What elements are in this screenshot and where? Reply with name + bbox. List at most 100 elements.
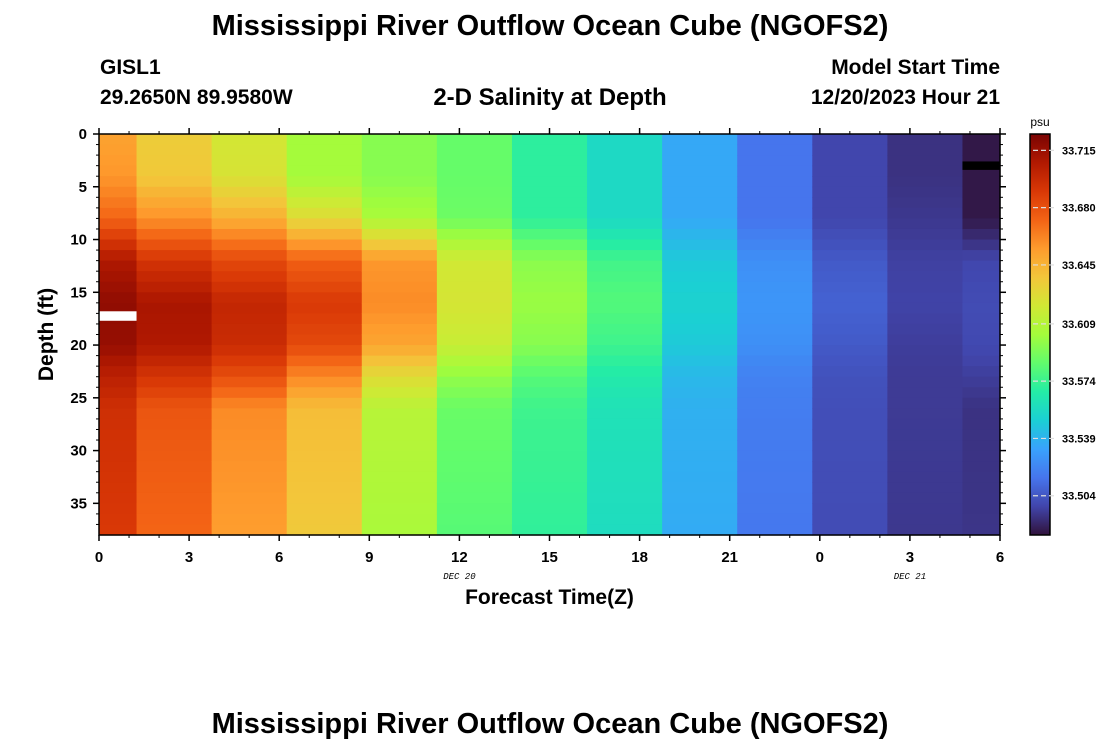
heatmap-cell bbox=[812, 492, 888, 504]
heatmap-cell bbox=[962, 207, 1001, 220]
heatmap-cell bbox=[737, 334, 813, 346]
heatmap-cell bbox=[211, 471, 288, 483]
heatmap-cell bbox=[737, 397, 813, 409]
heatmap-cell bbox=[136, 440, 213, 452]
x-tick-label: 15 bbox=[541, 549, 558, 566]
y-tick-label: 0 bbox=[79, 126, 87, 143]
heatmap-cell bbox=[887, 218, 964, 230]
heatmap-cell bbox=[737, 387, 813, 399]
heatmap-cell bbox=[436, 260, 513, 272]
heatmap-cell bbox=[887, 366, 964, 378]
heatmap-cell bbox=[286, 450, 363, 462]
heatmap-cell bbox=[99, 176, 138, 188]
heatmap-cell bbox=[737, 524, 813, 536]
heatmap-cell bbox=[962, 482, 1001, 494]
heatmap-cell bbox=[99, 144, 138, 156]
heatmap-cell bbox=[136, 524, 213, 536]
heatmap-cell bbox=[286, 134, 363, 146]
chart-subtitle: 2-D Salinity at Depth bbox=[433, 84, 667, 111]
heatmap-cell bbox=[286, 260, 363, 272]
heatmap-cell bbox=[211, 524, 288, 536]
heatmap-cell bbox=[361, 134, 438, 146]
heatmap-cell bbox=[511, 239, 588, 251]
heatmap-cell bbox=[511, 408, 588, 420]
heatmap-cell bbox=[286, 228, 363, 241]
heatmap-cell bbox=[887, 387, 964, 399]
heatmap-cell bbox=[662, 302, 738, 314]
heatmap-cell bbox=[887, 134, 964, 146]
heatmap-cell bbox=[962, 144, 1001, 156]
heatmap-cell bbox=[99, 271, 138, 283]
heatmap-cell bbox=[812, 207, 888, 220]
heatmap-cell bbox=[436, 313, 513, 325]
heatmap-cell bbox=[587, 503, 663, 515]
heatmap-cell bbox=[136, 503, 213, 515]
heatmap-cell bbox=[587, 239, 663, 251]
heatmap-cell bbox=[136, 228, 213, 241]
heatmap-cell bbox=[211, 323, 288, 336]
heatmap-cell bbox=[136, 429, 213, 441]
heatmap-cell bbox=[737, 513, 813, 526]
heatmap-cell bbox=[812, 366, 888, 378]
heatmap-cell bbox=[136, 376, 213, 388]
heatmap-cell bbox=[962, 334, 1001, 346]
heatmap-cell bbox=[887, 144, 964, 156]
heatmap-cell bbox=[99, 418, 138, 431]
colorbar-tick-label: 33.645 bbox=[1062, 260, 1096, 272]
heatmap-cell bbox=[812, 408, 888, 420]
heatmap-cell bbox=[99, 134, 138, 146]
heatmap-cell bbox=[962, 397, 1001, 409]
heatmap-cell bbox=[662, 271, 738, 283]
heatmap-cell bbox=[436, 281, 513, 293]
heatmap-cell bbox=[662, 482, 738, 494]
heatmap-cell bbox=[812, 345, 888, 357]
heatmap-cell bbox=[962, 345, 1001, 357]
heatmap-cell bbox=[887, 397, 964, 409]
heatmap-cell bbox=[211, 503, 288, 515]
heatmap-cell bbox=[587, 461, 663, 473]
heatmap-cell bbox=[737, 450, 813, 462]
heatmap-cell bbox=[737, 292, 813, 304]
heatmap-cell bbox=[286, 429, 363, 441]
heatmap-cell bbox=[887, 440, 964, 452]
heatmap-cell bbox=[436, 302, 513, 314]
heatmap-cell bbox=[962, 176, 1001, 188]
colorbar-tick-label: 33.609 bbox=[1062, 319, 1096, 331]
heatmap-cell bbox=[962, 239, 1001, 251]
heatmap-cell bbox=[662, 134, 738, 146]
heatmap-cell bbox=[211, 408, 288, 420]
heatmap-cell bbox=[962, 450, 1001, 462]
heatmap-cell bbox=[436, 440, 513, 452]
heatmap-cell bbox=[436, 492, 513, 504]
heatmap-cell bbox=[587, 345, 663, 357]
heatmap-cell bbox=[361, 197, 438, 209]
y-tick-label: 35 bbox=[70, 495, 87, 512]
heatmap-cell bbox=[361, 355, 438, 367]
heatmap-cell bbox=[887, 345, 964, 357]
heatmap-cell bbox=[887, 376, 964, 388]
model-start-label: Model Start Time bbox=[831, 56, 1000, 79]
heatmap-cell bbox=[887, 482, 964, 494]
heatmap-cell bbox=[286, 165, 363, 177]
heatmap-cell bbox=[737, 250, 813, 262]
heatmap-cell bbox=[812, 260, 888, 272]
y-axis-title: Depth (ft) bbox=[35, 288, 58, 381]
heatmap-cell bbox=[662, 492, 738, 504]
heatmap-cell bbox=[511, 376, 588, 388]
heatmap-cell bbox=[99, 482, 138, 494]
heatmap-cell bbox=[737, 440, 813, 452]
heatmap-cell bbox=[211, 376, 288, 388]
heatmap-cell bbox=[211, 207, 288, 220]
colorbar-ticks: 33.715 33.680 33.645 33.609 33.574 33.539 33.5… bbox=[1033, 145, 1097, 503]
heatmap-cell bbox=[962, 471, 1001, 483]
heatmap-cell bbox=[211, 492, 288, 504]
heatmap-cell bbox=[737, 313, 813, 325]
heatmap-cell bbox=[286, 218, 363, 230]
heatmap-cell bbox=[211, 197, 288, 209]
heatmap-cell bbox=[962, 250, 1001, 262]
heatmap-cell bbox=[511, 313, 588, 325]
heatmap-cell bbox=[587, 260, 663, 272]
heatmap-cell bbox=[887, 471, 964, 483]
heatmap-cell bbox=[962, 429, 1001, 441]
heatmap-cell bbox=[587, 513, 663, 526]
